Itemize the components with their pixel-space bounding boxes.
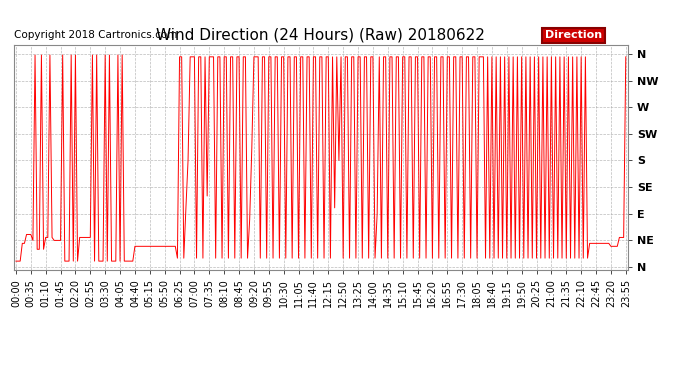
Text: Direction: Direction <box>545 30 602 40</box>
Text: Copyright 2018 Cartronics.com: Copyright 2018 Cartronics.com <box>14 30 177 40</box>
Title: Wind Direction (24 Hours) (Raw) 20180622: Wind Direction (24 Hours) (Raw) 20180622 <box>157 27 485 42</box>
